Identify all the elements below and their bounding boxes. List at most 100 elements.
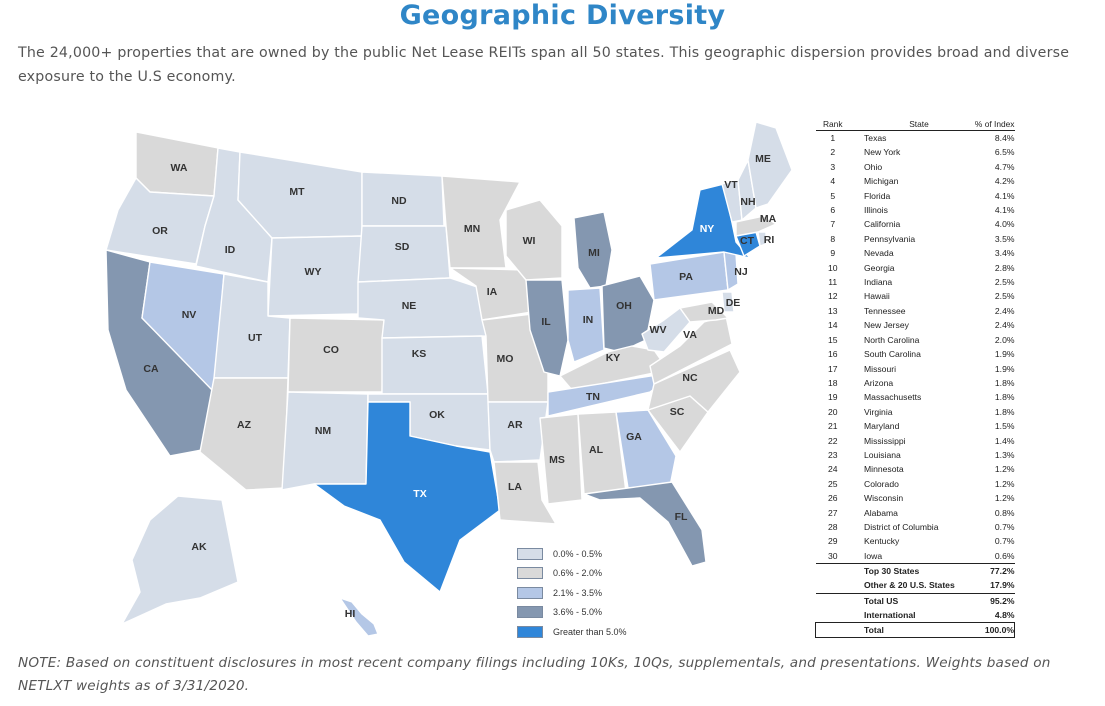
- state-cell: Illinois: [864, 205, 888, 216]
- state-cell: New York: [864, 147, 901, 158]
- state-la: [493, 461, 557, 525]
- legend-label: Greater than 5.0%: [553, 626, 627, 637]
- state-label-ut: UT: [248, 332, 263, 344]
- legend-item: 2.1% - 3.5%: [517, 583, 657, 603]
- table-row: 8 Pennsylvania 3.5%: [816, 232, 1014, 246]
- state-cell: Virginia: [864, 406, 893, 417]
- rank-cell: 21: [827, 421, 838, 432]
- state-label-ms: MS: [549, 454, 565, 466]
- state-ak: [121, 495, 239, 625]
- summary-row: Other & 20 U.S. States 17.9%: [816, 578, 1015, 593]
- table-row: 2 New York 6.5%: [816, 145, 1014, 159]
- percent-cell: 4.1%: [994, 190, 1015, 201]
- header-state: State: [850, 118, 974, 131]
- state-label-az: AZ: [237, 419, 252, 431]
- table-row: 20 Virginia 1.8%: [816, 405, 1015, 419]
- percent-cell: 2.0%: [994, 334, 1015, 345]
- state-hi: [339, 597, 379, 637]
- state-cell: Tennessee: [864, 305, 906, 316]
- rank-cell: 9: [830, 248, 836, 259]
- percent-cell: 1.2%: [994, 464, 1015, 475]
- state-cell: New Jersey: [864, 320, 909, 331]
- summary-row: Top 30 States 77.2%: [815, 563, 1015, 579]
- state-ar: [487, 401, 549, 463]
- rank-cell: 25: [827, 478, 838, 489]
- table-row: 9 Nevada 3.4%: [816, 246, 1014, 260]
- summary-label: Top 30 States: [850, 563, 974, 579]
- header-rank: Rank: [815, 118, 850, 131]
- percent-cell: 0.6%: [994, 550, 1015, 561]
- rank-cell: 13: [827, 305, 838, 316]
- rank-cell: 6: [830, 205, 836, 216]
- rank-cell: 10: [827, 262, 838, 273]
- legend-swatch: [517, 625, 543, 638]
- state-label-nm: NM: [315, 425, 332, 437]
- state-ms: [539, 413, 583, 505]
- table-row: 5 Florida 4.1%: [816, 189, 1015, 203]
- state-label-nd: ND: [391, 195, 407, 207]
- state-cell: Missouri: [864, 363, 896, 374]
- summary-row: International 4.8%: [816, 608, 1015, 623]
- state-label-hi: HI: [345, 608, 356, 620]
- state-cell: Texas: [864, 133, 887, 143]
- state-cell: Georgia: [864, 262, 895, 273]
- state-label-nh: NH: [740, 196, 755, 208]
- table-row: 12 Hawaii 2.5%: [816, 289, 1015, 303]
- table-row: 28 District of Columbia 0.7%: [816, 520, 1015, 534]
- percent-cell: 2.4%: [994, 305, 1015, 316]
- state-label-ar: AR: [507, 419, 523, 431]
- legend-swatch: [517, 547, 543, 560]
- page-subtitle: The 24,000+ properties that are owned by…: [18, 45, 1070, 85]
- state-cell: Pennsylvania: [864, 233, 916, 244]
- state-cell: South Carolina: [864, 349, 921, 360]
- state-ma: [735, 215, 777, 237]
- state-label-ct: CT: [740, 235, 755, 247]
- state-cell: Massachusetts: [864, 392, 922, 403]
- summary-label: International: [864, 609, 916, 620]
- table-row: 24 Minnesota 1.2%: [816, 462, 1015, 476]
- state-mn: [441, 175, 521, 269]
- state-label-ne: NE: [402, 300, 417, 312]
- percent-cell: 1.9%: [994, 363, 1015, 374]
- legend-label: 2.1% - 3.5%: [553, 587, 603, 598]
- state-label-tx: TX: [413, 488, 426, 500]
- percent-cell: 4.2%: [994, 176, 1015, 187]
- rank-cell: 28: [827, 521, 838, 532]
- table-row: 3 Ohio 4.7%: [816, 160, 1014, 174]
- summary-value: 77.2%: [974, 563, 1015, 579]
- table-row: 21 Maryland 1.5%: [816, 419, 1015, 433]
- rank-cell: 27: [827, 507, 838, 518]
- state-cell: Indiana: [864, 277, 893, 288]
- state-label-tn: TN: [586, 391, 600, 403]
- rank-cell: 16: [827, 349, 838, 360]
- table-row: 17 Missouri 1.9%: [816, 362, 1015, 376]
- rank-cell: 5: [830, 190, 836, 201]
- state-cell: Mississippi: [864, 435, 906, 446]
- rank-cell: 20: [827, 406, 838, 417]
- summary-value: 17.9%: [990, 580, 1015, 591]
- state-label-pa: PA: [679, 271, 693, 283]
- state-cell: Wisconsin: [864, 493, 904, 504]
- table-row: 11 Indiana 2.5%: [816, 275, 1015, 289]
- state-label-ak: AK: [191, 541, 207, 553]
- rank-cell: 26: [827, 493, 838, 504]
- summary-row: Total US 95.2%: [815, 592, 1015, 608]
- rank-cell: 11: [828, 277, 838, 288]
- state-cell: Arizona: [864, 377, 894, 388]
- summary-value: 100.0%: [974, 621, 1015, 639]
- percent-cell: 0.7%: [994, 521, 1015, 532]
- rank-cell: 8: [830, 233, 836, 244]
- rank-cell: 19: [827, 392, 838, 403]
- percent-cell: 1.8%: [994, 377, 1015, 388]
- legend-swatch: [517, 586, 543, 599]
- table-row: 22 Mississippi 1.4%: [816, 434, 1015, 448]
- percent-cell: 2.5%: [994, 277, 1015, 288]
- rank-cell: 24: [827, 464, 838, 475]
- legend-label: 3.6% - 5.0%: [553, 607, 603, 618]
- percent-cell: 0.7%: [994, 536, 1015, 547]
- state-in: [567, 287, 605, 363]
- state-cell: Iowa: [864, 550, 883, 561]
- state-az: [199, 377, 289, 491]
- state-ks: [381, 335, 489, 395]
- state-label-ga: GA: [626, 431, 642, 443]
